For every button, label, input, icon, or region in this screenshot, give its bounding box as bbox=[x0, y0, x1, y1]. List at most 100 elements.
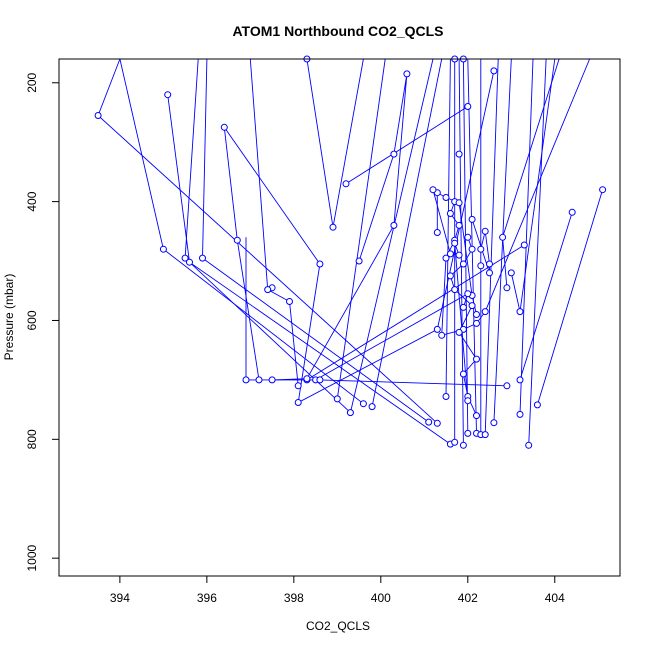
data-point-4 bbox=[359, 400, 367, 408]
data-point-66 bbox=[459, 260, 467, 268]
data-point-47 bbox=[516, 308, 524, 316]
series-line-12 bbox=[345, 106, 469, 185]
data-point-64 bbox=[464, 233, 472, 241]
data-point-6 bbox=[186, 258, 193, 266]
data-point-37 bbox=[451, 438, 459, 446]
plot-frame bbox=[58, 58, 621, 577]
series-line-11 bbox=[297, 70, 495, 404]
data-point-77 bbox=[516, 376, 524, 384]
data-point-38 bbox=[459, 441, 467, 449]
data-point-12 bbox=[286, 298, 293, 305]
plot-points bbox=[94, 55, 607, 449]
data-point-46 bbox=[525, 441, 533, 449]
data-point-43 bbox=[490, 419, 498, 427]
data-point-34 bbox=[425, 418, 433, 426]
data-point-48 bbox=[533, 401, 541, 409]
data-point-92 bbox=[355, 257, 363, 265]
data-point-91 bbox=[390, 221, 398, 229]
data-point-58 bbox=[438, 331, 446, 339]
data-point-1 bbox=[159, 245, 167, 253]
data-point-67 bbox=[446, 272, 454, 280]
data-point-35 bbox=[433, 419, 441, 427]
data-point-74 bbox=[442, 393, 450, 400]
data-point-52 bbox=[507, 269, 515, 277]
data-point-10 bbox=[220, 123, 228, 131]
data-point-88 bbox=[464, 290, 472, 298]
x-tick-label-404: 404 bbox=[545, 591, 565, 605]
data-point-75 bbox=[477, 262, 485, 270]
data-point-97 bbox=[451, 239, 459, 247]
data-point-83 bbox=[455, 199, 463, 207]
data-point-99 bbox=[464, 397, 472, 405]
data-point-27 bbox=[342, 180, 350, 188]
series-line-26 bbox=[484, 58, 499, 435]
data-point-79 bbox=[468, 215, 476, 223]
series-line-14 bbox=[349, 58, 434, 413]
data-point-0 bbox=[94, 112, 102, 119]
data-point-30 bbox=[346, 409, 354, 417]
data-point-31 bbox=[368, 403, 376, 411]
data-point-82 bbox=[442, 194, 450, 201]
chart-title: ATOM1 Northbound CO2_QCLS bbox=[232, 23, 443, 39]
x-tick-label-394: 394 bbox=[110, 591, 130, 605]
data-point-55 bbox=[481, 308, 489, 316]
data-point-68 bbox=[451, 286, 459, 294]
series-line-5 bbox=[249, 58, 299, 386]
y-axis: 200 400 600 800 1000 bbox=[25, 72, 59, 572]
x-tick-label-396: 396 bbox=[197, 591, 217, 605]
data-point-54 bbox=[499, 233, 507, 241]
data-point-24 bbox=[303, 375, 311, 383]
data-point-93 bbox=[390, 150, 398, 158]
series-line-22 bbox=[458, 58, 464, 446]
data-point-14 bbox=[294, 382, 302, 390]
data-point-94 bbox=[403, 70, 411, 78]
y-tick-label-200: 200 bbox=[25, 72, 39, 92]
data-point-20 bbox=[316, 376, 324, 384]
y-tick-label-400: 400 bbox=[25, 191, 39, 211]
x-tick-label-400: 400 bbox=[371, 591, 391, 605]
data-point-89 bbox=[459, 303, 467, 311]
x-tick-label-402: 402 bbox=[458, 591, 478, 605]
data-point-29 bbox=[333, 395, 341, 403]
data-point-21 bbox=[294, 399, 302, 406]
data-point-90 bbox=[429, 186, 437, 194]
data-point-9 bbox=[455, 150, 463, 158]
data-point-71 bbox=[473, 355, 480, 363]
data-point-76 bbox=[486, 260, 493, 268]
data-point-5 bbox=[164, 91, 172, 99]
series-line-9 bbox=[272, 378, 307, 381]
data-point-42 bbox=[481, 431, 489, 439]
data-point-50 bbox=[599, 186, 607, 194]
data-point-98 bbox=[473, 412, 480, 420]
data-point-61 bbox=[455, 221, 463, 229]
data-point-28 bbox=[464, 103, 472, 110]
series-line-20 bbox=[445, 58, 451, 397]
data-point-65 bbox=[468, 245, 476, 253]
data-point-44 bbox=[503, 382, 511, 390]
series-line-32 bbox=[519, 212, 573, 381]
data-point-11 bbox=[233, 236, 241, 244]
x-axis-label: CO2_QCLS bbox=[306, 619, 370, 633]
data-point-39 bbox=[464, 429, 472, 437]
data-point-51 bbox=[520, 241, 528, 249]
y-tick-label-1000: 1000 bbox=[25, 545, 39, 572]
y-tick-label-800: 800 bbox=[25, 429, 39, 449]
series-line-7 bbox=[223, 127, 321, 265]
data-point-78 bbox=[486, 269, 493, 277]
data-point-95 bbox=[446, 250, 454, 258]
data-point-8 bbox=[264, 286, 272, 294]
data-point-87 bbox=[481, 227, 489, 235]
x-axis: 394 396 398 400 402 404 bbox=[110, 576, 565, 605]
data-point-86 bbox=[477, 245, 485, 253]
data-point-59 bbox=[442, 254, 450, 262]
data-point-32 bbox=[433, 325, 441, 333]
data-point-25 bbox=[329, 223, 337, 231]
data-point-33 bbox=[490, 67, 498, 75]
data-point-45 bbox=[516, 410, 524, 418]
data-point-2 bbox=[181, 254, 189, 262]
data-point-72 bbox=[459, 370, 467, 378]
data-point-15 bbox=[242, 376, 250, 384]
y-tick-label-600: 600 bbox=[25, 310, 39, 330]
data-point-17 bbox=[268, 376, 276, 384]
